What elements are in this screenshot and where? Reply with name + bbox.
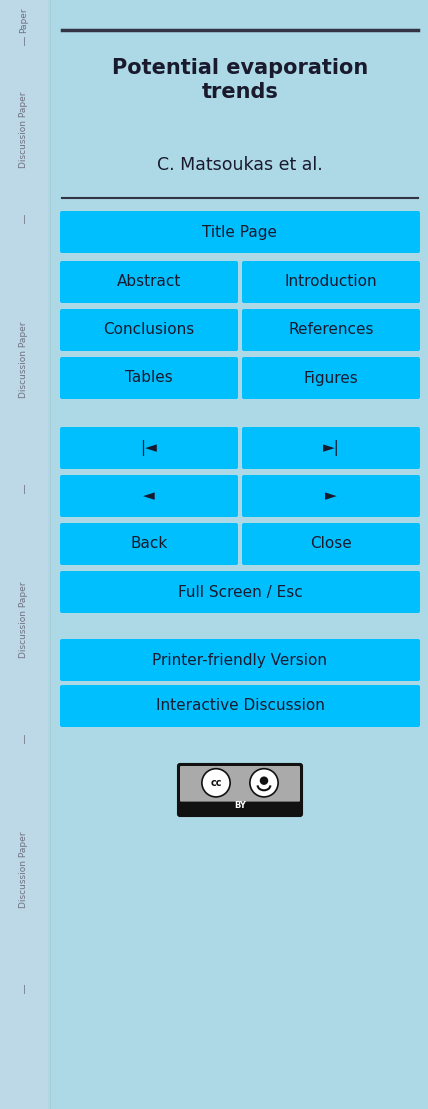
FancyBboxPatch shape <box>242 309 420 352</box>
Text: Interactive Discussion: Interactive Discussion <box>155 699 324 713</box>
FancyBboxPatch shape <box>60 427 238 469</box>
Text: |: | <box>23 486 26 495</box>
Text: |: | <box>23 38 26 47</box>
Text: Abstract: Abstract <box>117 275 181 289</box>
Text: Discussion Paper: Discussion Paper <box>20 582 29 659</box>
Text: ►: ► <box>325 488 337 503</box>
FancyBboxPatch shape <box>60 475 238 517</box>
FancyBboxPatch shape <box>60 639 420 681</box>
Bar <box>0 0 48 1109</box>
FancyBboxPatch shape <box>60 523 238 564</box>
Text: Back: Back <box>131 537 168 551</box>
Text: |: | <box>23 215 26 224</box>
Text: References: References <box>288 323 374 337</box>
FancyBboxPatch shape <box>60 357 238 399</box>
Text: Discussion Paper: Discussion Paper <box>20 92 29 169</box>
Text: |◄: |◄ <box>140 440 158 456</box>
Text: |: | <box>23 986 26 995</box>
Text: Close: Close <box>310 537 352 551</box>
Text: Printer-friendly Version: Printer-friendly Version <box>152 652 327 668</box>
FancyBboxPatch shape <box>60 261 238 303</box>
FancyBboxPatch shape <box>242 427 420 469</box>
Text: cc: cc <box>210 777 222 787</box>
Text: |: | <box>23 735 26 744</box>
Circle shape <box>260 776 268 785</box>
Text: BY: BY <box>234 801 246 810</box>
Circle shape <box>250 769 278 797</box>
Text: Conclusions: Conclusions <box>104 323 195 337</box>
Circle shape <box>202 769 230 797</box>
FancyBboxPatch shape <box>242 357 420 399</box>
Text: ◄: ◄ <box>143 488 155 503</box>
Text: ►|: ►| <box>323 440 339 456</box>
FancyBboxPatch shape <box>180 766 300 802</box>
FancyBboxPatch shape <box>60 309 238 352</box>
FancyBboxPatch shape <box>60 211 420 253</box>
FancyBboxPatch shape <box>242 523 420 564</box>
FancyBboxPatch shape <box>178 764 302 816</box>
Text: Figures: Figures <box>303 370 358 386</box>
Text: Title Page: Title Page <box>202 224 277 240</box>
Text: Tables: Tables <box>125 370 173 386</box>
Text: Introduction: Introduction <box>285 275 377 289</box>
Text: Discussion Paper: Discussion Paper <box>20 322 29 398</box>
FancyBboxPatch shape <box>242 261 420 303</box>
Text: Potential evaporation
trends: Potential evaporation trends <box>112 59 368 102</box>
FancyBboxPatch shape <box>60 685 420 728</box>
FancyBboxPatch shape <box>242 475 420 517</box>
Text: Paper: Paper <box>20 7 29 33</box>
Text: C. Matsoukas et al.: C. Matsoukas et al. <box>157 156 323 174</box>
FancyBboxPatch shape <box>60 571 420 613</box>
Text: Discussion Paper: Discussion Paper <box>20 832 29 908</box>
Text: Full Screen / Esc: Full Screen / Esc <box>178 584 302 600</box>
